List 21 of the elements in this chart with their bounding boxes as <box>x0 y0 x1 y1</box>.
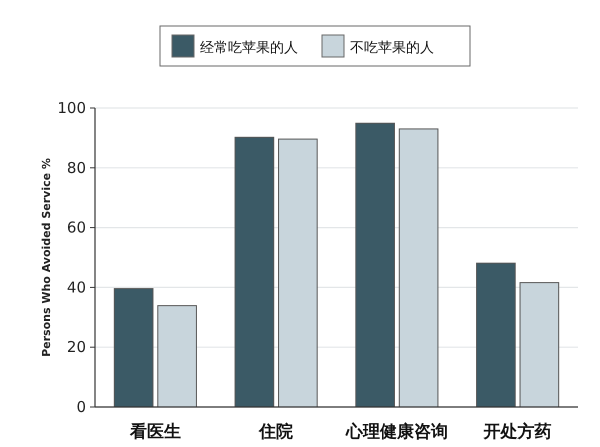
bar <box>157 305 197 408</box>
legend-label: 经常吃苹果的人 <box>200 40 298 56</box>
x-tick-label: 心理健康咨询 <box>344 422 448 442</box>
bar <box>278 138 318 408</box>
x-tick-label: 住院 <box>258 422 294 442</box>
bar <box>114 288 154 408</box>
x-tick-label: 看医生 <box>128 422 181 442</box>
legend-label: 不吃苹果的人 <box>350 40 434 56</box>
y-tick-label: 100 <box>57 99 86 117</box>
y-tick-label: 0 <box>76 398 86 416</box>
y-axis-title: Persons Who Avoided Service % <box>40 158 53 357</box>
y-tick-label: 40 <box>66 278 86 296</box>
bar <box>355 122 395 408</box>
y-tick-label: 20 <box>66 338 86 356</box>
y-tick-label: 80 <box>66 158 86 177</box>
bar <box>398 128 438 408</box>
bar <box>476 262 516 408</box>
bar <box>520 282 560 408</box>
bar <box>234 136 274 408</box>
y-tick-label: 60 <box>66 218 86 237</box>
x-tick-label: 开处方药 <box>482 422 552 442</box>
